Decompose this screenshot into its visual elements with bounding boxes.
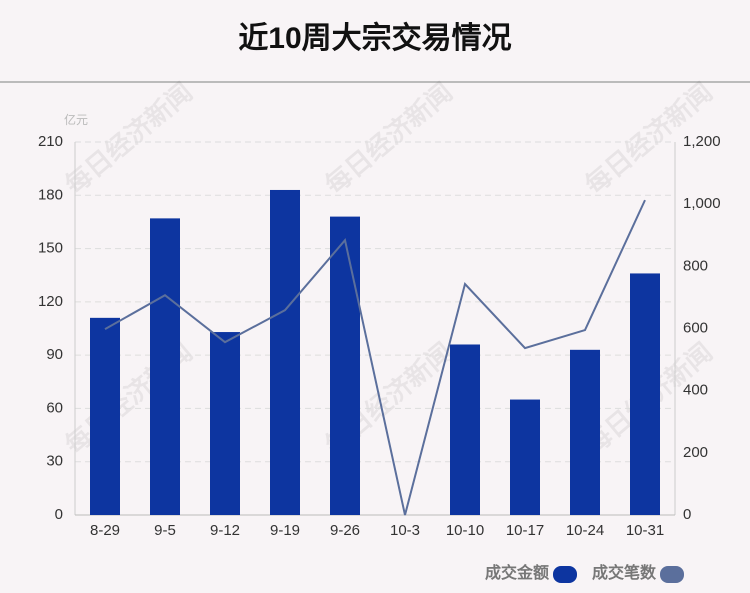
x-tick-label: 10-31 <box>626 522 664 539</box>
y2-tick-label: 800 <box>683 257 708 274</box>
y-tick-label: 180 <box>38 186 63 203</box>
y2-tick-label: 0 <box>683 506 691 523</box>
bar <box>210 332 240 515</box>
bar <box>90 317 120 515</box>
bar <box>270 189 300 515</box>
y-tick-label: 60 <box>46 399 63 416</box>
line <box>104 199 646 516</box>
y-tick-label: 30 <box>46 453 63 470</box>
y2-tick-label: 1,000 <box>683 195 721 212</box>
bar <box>630 273 660 515</box>
y-tick-label: 210 <box>38 133 63 150</box>
y-tick-label: 120 <box>38 293 63 310</box>
y-tick-label: 0 <box>55 506 63 523</box>
y-unit: 亿元 <box>64 112 88 127</box>
bar <box>150 218 180 515</box>
x-tick-label: 9-12 <box>210 522 240 539</box>
y2-tick-label: 600 <box>683 319 708 336</box>
y2-tick-label: 200 <box>683 444 708 461</box>
bar <box>330 216 360 515</box>
x-tick-label: 9-19 <box>270 522 300 539</box>
y2-tick-label: 1,200 <box>683 133 721 150</box>
legend-label: 成交笔数 <box>592 563 657 582</box>
legend-swatch <box>553 566 577 583</box>
y2-tick-label: 400 <box>683 382 708 399</box>
x-tick-label: 9-26 <box>330 522 360 539</box>
x-tick-label: 9-5 <box>154 522 176 539</box>
x-tick-label: 8-29 <box>90 522 120 539</box>
y-tick-label: 150 <box>38 240 63 257</box>
y-tick-label: 90 <box>46 346 63 363</box>
bar <box>510 399 540 515</box>
x-tick-label: 10-3 <box>390 522 420 539</box>
x-tick-label: 10-24 <box>566 522 604 539</box>
legend-label: 成交金额 <box>485 563 549 582</box>
x-tick-label: 10-17 <box>506 522 544 539</box>
bar <box>450 344 480 515</box>
bar <box>570 349 600 515</box>
legend-swatch <box>660 566 684 583</box>
chart-title: 近10周大宗交易情况 <box>238 21 511 55</box>
x-tick-label: 10-10 <box>446 522 484 539</box>
